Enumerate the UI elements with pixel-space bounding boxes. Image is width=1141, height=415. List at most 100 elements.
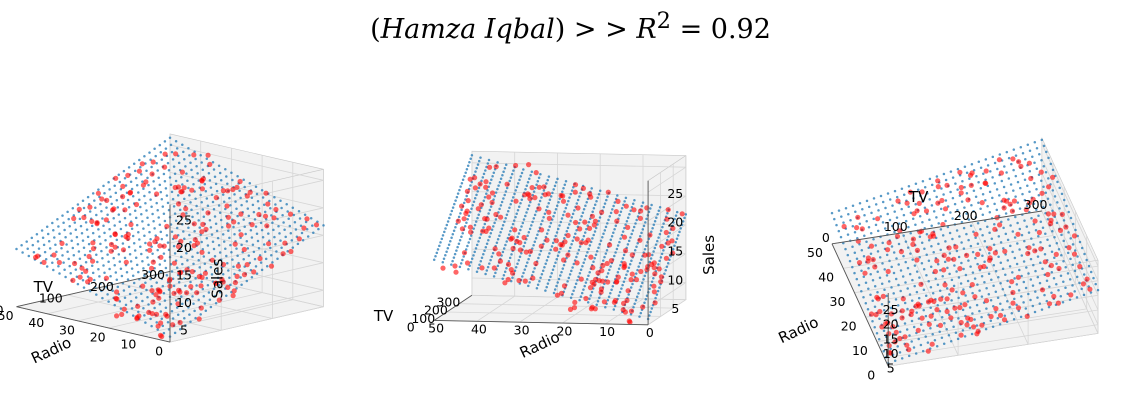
z-tick-label: 20: [667, 215, 683, 230]
plane-point: [658, 206, 662, 209]
figure-title: (Hamza Iqbal) > > R2 = 0.92: [370, 8, 771, 45]
plane-point: [657, 209, 661, 213]
plane-point: [449, 213, 452, 216]
data-point: [161, 243, 167, 249]
plane-point: [131, 234, 135, 238]
regression-plane: [432, 154, 688, 321]
plane-point: [872, 217, 875, 221]
plane-point: [122, 289, 126, 292]
plane-point: [905, 328, 909, 331]
plane-point: [245, 200, 249, 203]
plane-point: [1076, 255, 1079, 258]
plane-point: [597, 246, 600, 250]
plane-point: [961, 308, 965, 312]
plane-point: [640, 258, 643, 261]
plane-point: [846, 253, 850, 257]
plane-point: [862, 254, 866, 258]
plane-point: [974, 215, 978, 219]
plane-point: [644, 297, 648, 301]
plane-point: [117, 173, 121, 177]
plane-point: [109, 235, 112, 238]
plane-point: [486, 162, 490, 165]
plane-point: [979, 207, 982, 211]
plane-point: [991, 325, 995, 328]
plane-point: [273, 196, 276, 199]
plane-point: [925, 253, 928, 256]
plane-point: [869, 252, 873, 256]
plane-point: [279, 199, 282, 203]
plane-point: [851, 204, 855, 207]
data-point: [158, 254, 164, 260]
data-point: [945, 256, 952, 262]
plane-point: [278, 232, 281, 235]
plane-point: [263, 250, 267, 253]
plane-point: [621, 283, 624, 287]
plane-point: [634, 222, 637, 225]
data-point: [599, 209, 605, 215]
data-point: [533, 260, 539, 267]
data-point: [622, 248, 629, 254]
plane-point: [958, 235, 961, 238]
data-point: [465, 198, 471, 204]
plane-point: [627, 266, 631, 269]
plane-point: [134, 216, 138, 220]
plane-point: [475, 166, 478, 170]
data-point: [536, 184, 542, 190]
x-tick-label: 300: [1024, 197, 1048, 212]
plane-point: [137, 231, 140, 234]
plane-point: [500, 200, 504, 204]
plane-point: [133, 288, 137, 292]
plane-point: [470, 154, 474, 157]
data-point: [127, 189, 134, 195]
plane-point: [261, 196, 265, 199]
plane-point: [466, 164, 470, 167]
plane-point: [560, 270, 563, 274]
plane-point: [112, 256, 115, 260]
plane-point: [231, 258, 234, 261]
plane-point: [618, 290, 622, 294]
plane-point: [651, 227, 654, 230]
data-point: [51, 252, 57, 258]
plane-point: [485, 269, 489, 272]
plane-point: [562, 213, 565, 217]
data-point: [944, 182, 950, 188]
plane-point: [115, 198, 119, 202]
plane-point: [978, 309, 981, 313]
plane-point: [538, 280, 541, 283]
plane-point: [189, 320, 192, 324]
data-point: [247, 189, 253, 195]
data-point: [103, 217, 109, 223]
plane-point: [885, 315, 888, 318]
data-point: [993, 306, 999, 312]
y-tick-label: 0: [155, 344, 163, 359]
plane-point: [63, 228, 66, 232]
plane-point: [871, 299, 874, 302]
plane-point: [204, 190, 208, 193]
plane-point: [162, 292, 166, 295]
data-point: [139, 161, 145, 167]
plane-point: [187, 146, 190, 150]
data-point: [614, 218, 620, 224]
plane-point: [91, 271, 95, 275]
plane-point: [948, 272, 951, 276]
plane-point: [189, 280, 192, 284]
plane-point: [936, 263, 940, 266]
plane-point: [1045, 299, 1049, 303]
plane-point: [511, 222, 515, 226]
data-point: [486, 194, 492, 200]
data-point: [1038, 246, 1044, 252]
plane-point: [567, 199, 570, 203]
data-point: [625, 224, 631, 230]
plane-point: [547, 228, 550, 232]
plane-point: [546, 255, 550, 259]
data-point: [237, 178, 243, 185]
plane-point: [88, 289, 92, 293]
plane-point: [881, 200, 885, 204]
plane-point: [532, 190, 536, 193]
plane-point: [515, 212, 518, 215]
plane-point: [489, 205, 493, 208]
data-point: [872, 264, 878, 270]
plane-point: [536, 179, 540, 183]
plane-point: [653, 220, 657, 223]
plane-point: [915, 270, 919, 273]
